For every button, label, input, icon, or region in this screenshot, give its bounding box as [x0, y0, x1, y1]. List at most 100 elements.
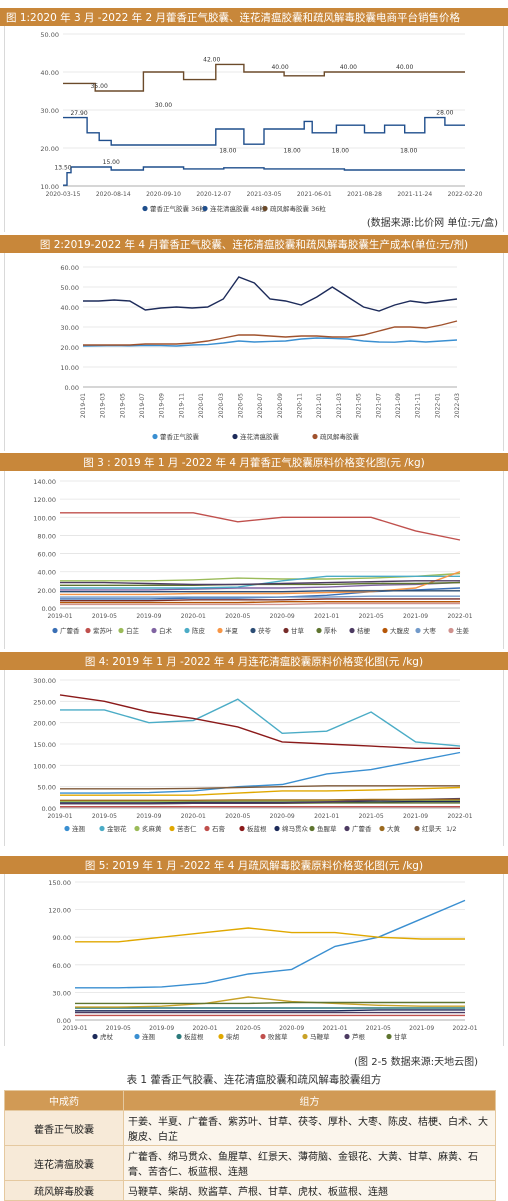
x-tick-label: 2020-03: [218, 393, 225, 418]
legend-marker: [379, 825, 385, 832]
legend-label: 广藿香: [60, 626, 80, 635]
series-line-大腹皮: [60, 601, 460, 604]
x-tick-label: 2020-12-07: [196, 191, 231, 198]
table-header-cell: 中成药: [4, 1090, 124, 1111]
series-line-柴胡: [75, 927, 465, 943]
data-label: 15.00: [103, 159, 120, 166]
fig1-chart: 10.00 20.00 30.00 40.00 50.00 2020-03-15 2020-…: [40, 31, 482, 213]
legend-label: 半夏: [225, 626, 239, 635]
series-line-白芷: [60, 572, 461, 582]
table-title: 表 1 藿香正气胶囊、连花清瘟胶囊和疏风解毒胶囊组方: [126, 1074, 382, 1086]
data-label: 42.00: [203, 56, 220, 63]
x-tick-label: 2021-05: [366, 1025, 391, 1032]
fig5-chart: 0.00 30.00 60.00 90.00 120.00 150.00 2019-01 20…: [48, 879, 477, 1041]
table-cell-recipe: 干姜、半夏、广藿香、紫苏叶、甘草、茯苓、厚朴、大枣、陈皮、桔梗、白术、大腹皮、白…: [123, 1110, 496, 1146]
data-label: 35.00: [91, 83, 108, 90]
legend-marker: [302, 1033, 308, 1040]
legend-marker: [52, 627, 58, 634]
legend-marker: [118, 627, 124, 634]
legend-marker: [344, 1033, 350, 1040]
y-tick-label: 0.00: [42, 805, 56, 813]
data-label: 18.00: [332, 148, 349, 155]
x-tick-label: 2021-05: [359, 813, 384, 820]
x-tick-label: 2020-09: [277, 393, 284, 418]
table-header-row: 中成药 组方: [4, 1090, 496, 1111]
y-tick-label: 10.00: [60, 364, 79, 372]
legend-label: 疏风解毒胶囊: [320, 432, 360, 441]
data-label: 40.00: [271, 64, 288, 71]
x-tick-label: 2020-01: [198, 393, 205, 418]
y-tick-label: 10.00: [40, 183, 59, 191]
series-line-茯苓: [60, 590, 460, 593]
data-label: 40.00: [396, 64, 413, 71]
x-tick-label: 2022-01: [447, 813, 472, 820]
series-line-半夏: [60, 571, 461, 596]
y-tick-label: 140.00: [33, 478, 56, 486]
y-tick-label: 0.00: [42, 605, 56, 613]
x-tick-label: 2019-09: [149, 1025, 174, 1032]
table-cell-name: 藿香正气胶囊: [4, 1110, 124, 1146]
legend-label: 大腹皮: [390, 626, 410, 635]
legend-page-indicator: 1/2: [446, 825, 456, 833]
legend-marker: [204, 825, 210, 832]
legend-label: 甘草: [394, 1032, 408, 1041]
legend-label: 石膏: [212, 824, 226, 833]
y-tick-label: 120.00: [48, 907, 71, 915]
x-tick-label: 2021-09: [403, 613, 428, 620]
legend-marker: [92, 1033, 98, 1040]
table-cell-name: 疏风解毒胶囊: [4, 1180, 124, 1201]
y-tick-label: 300.00: [33, 677, 56, 685]
legend-label: 藿香正气胶囊 36粒: [150, 204, 206, 213]
x-tick-label: 2021-03: [336, 393, 343, 418]
series-line-连花清瘟胶囊: [83, 276, 458, 312]
x-tick-label: 2021-06-01: [297, 191, 332, 198]
fig4-title: 图 4: 2019 年 1 月 -2022 年 4 月连花清瘟胶囊原料价格变化图…: [0, 652, 508, 670]
legend-marker: [274, 825, 280, 832]
x-tick-label: 2021-09: [403, 813, 428, 820]
formula-table: 中成药 组方 藿香正气胶囊 干姜、半夏、广藿香、紫苏叶、甘草、茯苓、厚朴、大枣、…: [4, 1090, 496, 1201]
y-tick-label: 40.00: [40, 69, 59, 77]
legend-label: 甘草: [291, 626, 305, 635]
series-line-紫苏叶: [60, 512, 461, 541]
legend-label: 连翘: [72, 824, 86, 833]
x-tick-label: 2020-09: [270, 613, 295, 620]
legend-marker: [217, 627, 223, 634]
legend-label: 藿香正气胶囊: [160, 432, 200, 441]
x-tick-label: 2021-07: [375, 393, 382, 418]
x-tick-label: 2021-05: [356, 393, 363, 418]
legend-label: 虎杖: [100, 1032, 114, 1041]
legend-label: 厚朴: [324, 626, 338, 635]
legend-label: 桔梗: [357, 626, 371, 635]
legend-label: 绵马贯众: [282, 824, 309, 833]
y-tick-label: 200.00: [33, 720, 56, 728]
data-label: 13.50: [54, 165, 71, 172]
legend-marker: [260, 1033, 266, 1040]
legend-label: 马鞭草: [310, 1032, 330, 1041]
y-tick-label: 100.00: [33, 762, 56, 770]
series-line-连翘: [60, 751, 461, 794]
series-line-疏风解毒胶囊 36粒: [63, 63, 465, 92]
fig5-title: 图 5: 2019 年 1 月 -2022 年 4 月疏风解毒胶囊原料价格变化图…: [0, 856, 508, 874]
x-tick-label: 2020-08-14: [96, 191, 131, 198]
legend-label: 板蓝根: [247, 824, 267, 833]
y-tick-label: 0.00: [65, 384, 79, 392]
x-tick-label: 2021-08-28: [347, 191, 382, 198]
data-label: 30.00: [155, 102, 172, 109]
legend-label: 疏风解毒胶囊 36粒: [270, 204, 326, 213]
legend-label: 连花清瘟胶囊: [240, 432, 280, 441]
x-tick-label: 2020-03-15: [46, 191, 81, 198]
x-tick-label: 2020-01: [181, 813, 206, 820]
series-line-连翘: [75, 899, 466, 989]
legend-label: 鱼腥草: [317, 824, 337, 833]
legend-label: 广藿香: [352, 824, 372, 833]
y-tick-label: 50.00: [40, 31, 59, 39]
y-tick-label: 30.00: [60, 324, 79, 332]
series-line-桔梗: [60, 580, 460, 586]
legend-marker: [283, 627, 289, 634]
x-tick-label: 2022-01: [447, 613, 472, 620]
data-label: 18.00: [219, 148, 236, 155]
legend-label: 败酱草: [268, 1032, 288, 1041]
series-line-疏风解毒胶囊: [83, 320, 458, 346]
table-cell-recipe: 广藿香、绵马贯众、鱼腥草、红景天、薄荷脑、金银花、大黄、甘草、麻黄、石膏、苦杏仁…: [123, 1145, 496, 1181]
